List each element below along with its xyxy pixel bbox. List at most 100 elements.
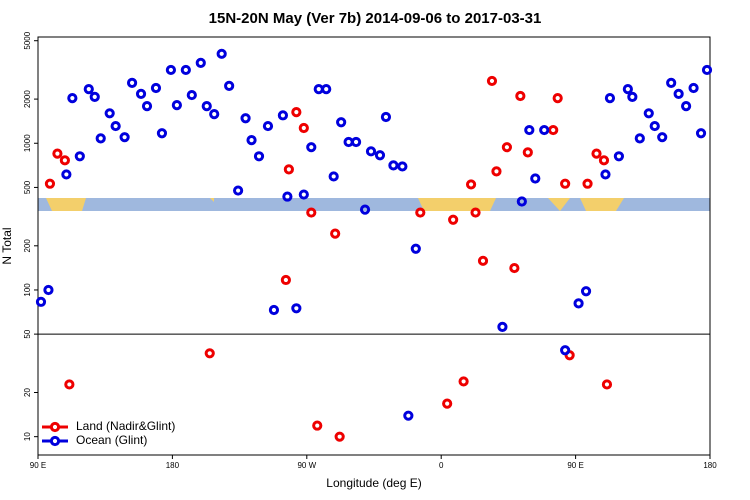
point [491,166,502,177]
point [634,133,645,144]
y-tick-label: 5000 [23,31,32,49]
point [560,345,571,356]
point [465,179,477,190]
point [501,142,513,153]
y-tick-label: 50 [23,329,32,338]
point [282,191,293,202]
point [580,286,592,297]
point [657,132,668,143]
point [681,101,692,112]
point [95,133,106,144]
point [415,207,426,218]
x-tick-label: 180 [703,461,717,470]
point [524,124,535,136]
point [350,136,362,148]
point [156,128,168,139]
point [666,77,677,88]
point [477,255,489,266]
point [591,148,602,159]
point [622,83,633,95]
legend-marker [49,421,61,433]
point [280,274,291,286]
point [262,120,274,132]
point [601,379,613,390]
point [598,155,610,166]
point [516,196,527,207]
legend-label: Land (Nadir&Glint) [76,419,175,433]
y-tick-label: 200 [23,239,32,253]
point [321,83,332,95]
point [334,431,345,442]
y-axis-label: N Total [0,227,14,264]
point [403,410,414,421]
point [43,284,54,296]
point [150,82,162,94]
point [442,398,453,409]
x-tick-label: 0 [439,461,444,470]
point [135,88,147,99]
x-axis-label: Longitude (deg E) [326,476,421,490]
point [600,169,611,180]
point [52,148,63,159]
point [448,214,459,225]
point [110,120,121,132]
x-tick-label: 90 E [30,461,46,470]
point [497,321,508,333]
point [509,262,520,274]
point [336,117,347,128]
point [89,91,100,103]
point [74,151,85,162]
point [470,207,481,218]
point [515,90,526,102]
point [548,124,559,136]
point [195,57,206,68]
point [186,89,197,101]
point [604,93,616,104]
point [64,379,75,390]
point [312,420,323,431]
point [380,111,392,123]
point [397,161,408,172]
point [291,107,302,118]
point [201,101,212,112]
point [119,132,130,143]
point [458,376,469,387]
point [552,93,563,104]
point [209,109,220,120]
point [298,122,309,134]
x-tick-label: 180 [166,461,180,470]
point [306,207,317,218]
point [44,178,56,189]
point [330,228,341,239]
point [246,135,257,146]
plot-frame [37,36,711,456]
point [126,77,138,88]
x-tick-label: 90 E [567,461,583,470]
point [410,243,421,254]
point [216,48,227,59]
point [374,150,386,161]
point [298,189,309,200]
point [306,142,317,153]
legend-label: Ocean (Glint) [76,433,147,447]
y-tick-label: 2000 [23,90,32,108]
map-strip [38,198,710,211]
y-tick-label: 1000 [23,134,32,152]
point [365,146,377,157]
point [560,178,571,189]
legend-marker [49,435,61,447]
y-tick-label: 500 [23,180,32,194]
point [613,151,625,162]
point [268,304,280,316]
point [695,128,707,139]
point [240,113,251,124]
point [359,204,371,215]
point [104,108,115,119]
x-tick-label: 90 W [297,461,316,470]
point [688,82,699,94]
y-tick-label: 10 [23,432,32,441]
point [522,147,533,158]
point [643,108,654,119]
point [59,155,70,166]
